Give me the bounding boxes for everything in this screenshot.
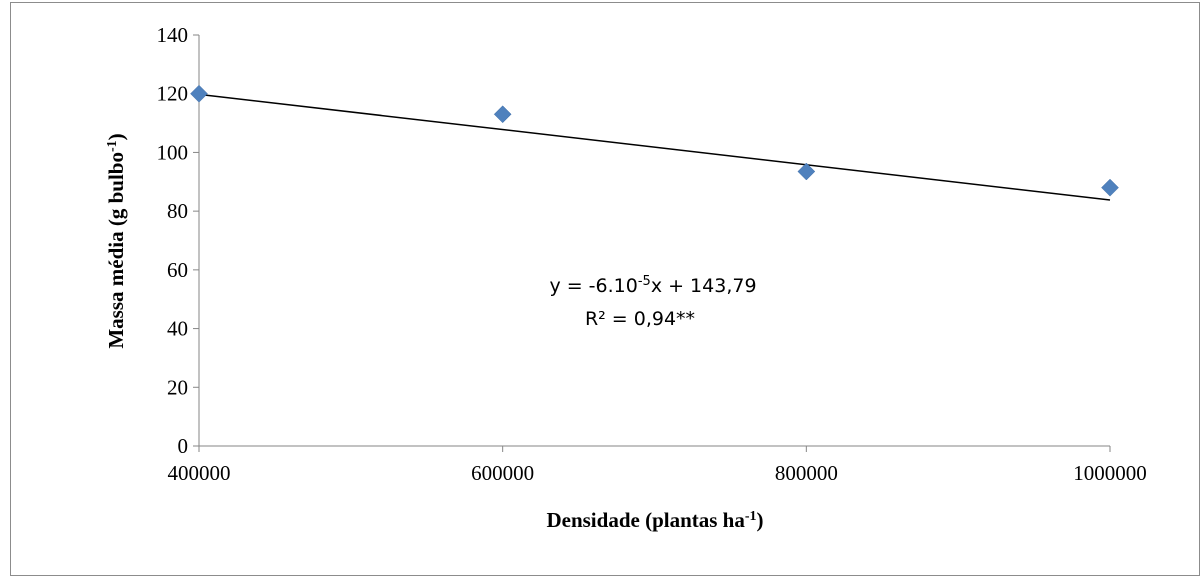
trendline <box>198 93 1111 201</box>
y-tick-label: 140 <box>157 23 189 47</box>
axes <box>198 35 1110 447</box>
trendline-group <box>198 93 1111 201</box>
data-point <box>190 84 208 103</box>
x-tick-label: 600000 <box>471 461 534 485</box>
data-points <box>190 84 1119 197</box>
data-point <box>797 162 816 181</box>
x-ticks: 400000 600000 800000 1000000 <box>168 446 1147 485</box>
data-point <box>1101 178 1119 197</box>
chart-frame <box>10 2 1200 576</box>
y-tick-label: 60 <box>167 258 188 282</box>
data-point <box>493 105 512 124</box>
y-ticks: 0 20 40 60 80 100 120 140 <box>157 23 199 458</box>
y-tick-label: 80 <box>167 199 188 223</box>
y-tick-label: 0 <box>178 434 189 458</box>
y-tick-label: 40 <box>167 317 188 341</box>
x-axis-title: Densidade (plantas ha-1) <box>546 508 763 532</box>
x-tick-label: 1000000 <box>1073 461 1147 485</box>
y-tick-label: 20 <box>167 375 188 399</box>
y-axis-title: Massa média (g bulbo-1) <box>104 133 128 348</box>
x-tick-label: 800000 <box>775 461 838 485</box>
r-squared-label: R² = 0,94** <box>585 308 695 330</box>
x-tick-label: 400000 <box>168 461 231 485</box>
y-tick-label: 120 <box>157 82 189 106</box>
equation-label: y = -6.10-5x + 143,79 <box>549 274 756 298</box>
y-tick-label: 100 <box>157 140 189 164</box>
